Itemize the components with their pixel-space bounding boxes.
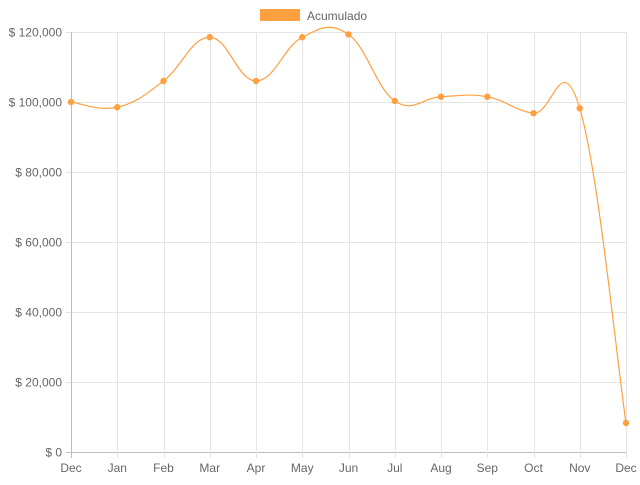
x-tick-label: Apr xyxy=(247,461,266,475)
series-line-acumulado xyxy=(70,26,627,424)
data-point[interactable] xyxy=(484,93,491,100)
legend-swatch-acumulado[interactable] xyxy=(260,9,300,21)
x-tick-label: Oct xyxy=(524,461,543,475)
data-point[interactable] xyxy=(252,77,260,85)
x-tick-label: May xyxy=(291,461,314,475)
x-tick-label: Mar xyxy=(199,461,220,475)
axis-layer: $ 0 $ 20,000 $ 40,000 $ 60,000 $ 80,000 $ 100… xyxy=(9,26,637,476)
x-tick-label: Dec xyxy=(615,461,636,475)
x-tick-label: Nov xyxy=(569,461,590,475)
data-point[interactable] xyxy=(622,419,630,427)
data-point[interactable] xyxy=(67,98,75,106)
x-tick-label: Dec xyxy=(60,461,81,475)
data-point[interactable] xyxy=(576,105,583,112)
series-layer xyxy=(67,26,630,427)
x-tick-label: Feb xyxy=(153,461,174,475)
y-tick-label: $ 100,000 xyxy=(9,96,63,110)
data-point[interactable] xyxy=(160,77,167,85)
legend[interactable]: Acumulado xyxy=(260,9,367,23)
y-tick-label: $ 120,000 xyxy=(9,26,63,40)
data-point[interactable] xyxy=(206,34,213,41)
x-tick-label: Sep xyxy=(477,461,499,475)
x-tick-label: Aug xyxy=(430,461,451,475)
data-point[interactable] xyxy=(391,97,398,105)
y-tick-label: $ 0 xyxy=(45,446,62,460)
x-tick-label: Jun xyxy=(339,461,358,475)
data-point[interactable] xyxy=(114,104,121,111)
x-tick-label: Jan xyxy=(108,461,127,475)
data-point[interactable] xyxy=(345,31,352,38)
data-point[interactable] xyxy=(530,110,537,117)
grid-layer xyxy=(66,32,627,458)
y-tick-label: $ 40,000 xyxy=(15,306,62,320)
y-tick-label: $ 20,000 xyxy=(15,376,62,390)
data-point[interactable] xyxy=(437,93,445,100)
x-tick-label: Jul xyxy=(387,461,402,475)
data-point[interactable] xyxy=(299,34,306,41)
y-tick-label: $ 60,000 xyxy=(15,236,62,250)
legend-label-acumulado[interactable]: Acumulado xyxy=(307,9,367,23)
y-tick-label: $ 80,000 xyxy=(15,166,62,180)
